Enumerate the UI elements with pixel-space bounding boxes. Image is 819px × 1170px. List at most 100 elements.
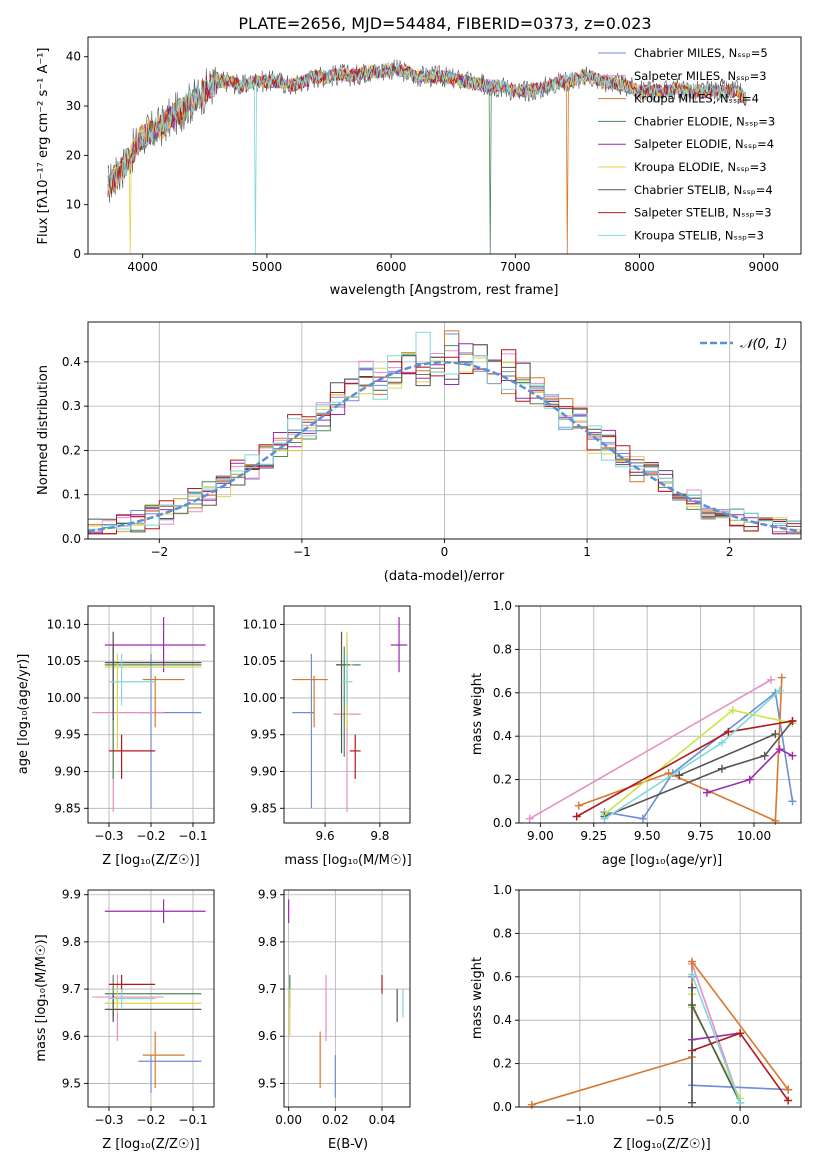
legend-label: Kroupa STELIB, Nₛₛₚ=3 <box>634 228 764 242</box>
residuals-axes: −2 −1 0 1 2 0.0 0.1 0.2 0.3 0.4 <box>62 321 802 559</box>
marks <box>288 899 404 1098</box>
weight-marker <box>675 771 684 780</box>
y-tick-label: 9.7 <box>62 982 81 996</box>
y-tick-label: 9.85 <box>54 801 81 815</box>
y-tick-label: 10.10 <box>47 617 81 631</box>
age-z-xlabel: Z [log₁₀(Z/Z☉)] <box>102 853 199 868</box>
spectrum-line <box>107 62 747 255</box>
x-tick-label: −0.5 <box>645 1113 674 1127</box>
x-tick-label: 0.04 <box>369 1113 396 1127</box>
weight-marker <box>745 775 754 784</box>
y-tick-label: 10.10 <box>243 617 277 631</box>
y-tick-label: 0.2 <box>493 773 512 787</box>
y-tick-label: 9.95 <box>250 728 277 742</box>
x-tick-label: 7000 <box>500 260 531 274</box>
y-tick-label: 20 <box>66 148 81 162</box>
x-tick-label: 10.00 <box>737 829 771 843</box>
x-tick-label: 9.8 <box>370 829 389 843</box>
weight-line <box>604 720 794 818</box>
x-tick-label: 0.02 <box>322 1113 349 1127</box>
y-tick-label: 9.95 <box>54 728 81 742</box>
legend-label: Salpeter ELODIE, Nₛₛₚ=4 <box>634 137 774 151</box>
y-tick-label: 0.4 <box>62 355 81 369</box>
weight-line <box>691 974 741 1103</box>
spectrum-line <box>107 62 747 255</box>
weight-marker <box>688 983 697 992</box>
y-tick-label: 9.6 <box>258 1029 277 1043</box>
x-tick-label: 9.50 <box>634 829 661 843</box>
y-tick-label: 0.2 <box>62 443 81 457</box>
x-tick-label: −0.2 <box>136 1113 165 1127</box>
x-tick-label: −0.1 <box>178 829 207 843</box>
weight-line <box>578 677 783 823</box>
weight-marker <box>717 738 726 747</box>
x-tick-label: −0.2 <box>136 829 165 843</box>
weight-marker <box>760 751 769 760</box>
weight-marker <box>572 812 581 821</box>
x-tick-label: 9.6 <box>316 829 335 843</box>
mass-ebv-xlabel: E(B-V) <box>328 1137 368 1152</box>
spectrum-xlabel: wavelength [Angstrom, rest frame] <box>330 283 559 298</box>
x-tick-label: 9.00 <box>527 829 554 843</box>
y-tick-label: 0.2 <box>493 1057 512 1071</box>
residuals-ylabel: Normed distribution <box>36 365 51 495</box>
y-tick-label: 9.5 <box>62 1076 81 1090</box>
y-tick-label: 10.05 <box>243 654 277 668</box>
residuals-gaussian <box>87 361 802 533</box>
y-tick-label: 9.6 <box>62 1029 81 1043</box>
mass-vs-z-panel: −0.3 −0.2 −0.1 9.5 9.6 9.7 9.8 9.9 <box>62 888 215 1127</box>
y-tick-label: 9.7 <box>258 982 277 996</box>
x-tick-label: 0 <box>441 545 449 559</box>
legend-label: Kroupa MILES, Nₛₛₚ=4 <box>634 92 759 106</box>
plot-frame <box>87 36 802 255</box>
weight-line <box>691 1004 741 1104</box>
weight-marker <box>784 1096 793 1105</box>
grid <box>284 890 410 1107</box>
x-tick-label: −0.1 <box>178 1113 207 1127</box>
y-tick-label: 0.8 <box>493 642 512 656</box>
weight-marker <box>775 745 784 754</box>
legend-label: Chabrier STELIB, Nₛₛₚ=4 <box>634 183 773 197</box>
x-tick-label: −1.0 <box>565 1113 594 1127</box>
age-z-ylabel: age [log₁₀(age/yr)] <box>16 654 31 775</box>
x-tick-label: 6000 <box>376 260 407 274</box>
legend-label: Kroupa ELODIE, Nₛₛₚ=3 <box>634 160 767 174</box>
mass-vs-ebv-panel: 0.00 0.02 0.04 9.5 9.6 9.7 9.8 9.9 <box>258 888 411 1127</box>
plot-frame <box>283 889 411 1108</box>
y-tick-label: 30 <box>66 99 81 113</box>
weight-z-ylabel: mass weight <box>470 957 485 1039</box>
x-tick-label: 0.0 <box>731 1113 750 1127</box>
grid <box>519 605 801 824</box>
weight-line <box>678 733 776 777</box>
weight-marker <box>717 764 726 773</box>
small-panels: −0.3 −0.2 −0.19.859.909.9510.0010.0510.109… <box>47 599 802 1127</box>
weight-marker <box>688 1098 697 1107</box>
weight-vs-age-panel: 9.00 9.25 9.50 9.75 10.00 0.0 0.2 0.4 0.6 0.8 1.0 <box>493 599 802 843</box>
y-tick-label: 0.0 <box>62 532 81 546</box>
y-tick-label: 0.0 <box>493 1100 512 1114</box>
weight-marker <box>688 957 697 966</box>
x-tick-label: −0.3 <box>94 829 123 843</box>
spectrum-legend: Chabrier MILES, Nₛₛₚ=5 Salpeter MILES, Nₛ… <box>598 46 775 242</box>
marks <box>292 617 408 812</box>
y-tick-label: 9.85 <box>250 801 277 815</box>
age-vs-z-panel: −0.3 −0.2 −0.1 9.85 9.90 9.95 10.00 10.05 10.10 <box>47 605 215 843</box>
y-tick-label: 0.6 <box>493 686 512 700</box>
mass-z-ylabel: mass [log₁₀(M/M☉)] <box>34 934 49 1061</box>
weight-marker <box>527 1100 536 1109</box>
age-vs-mass-panel: 9.6 9.8 9.85 9.90 9.95 10.00 10.05 10.10 <box>243 605 411 843</box>
y-tick-label: 10.00 <box>47 691 81 705</box>
gaussian-curve <box>87 361 802 533</box>
weight-marker <box>703 788 711 797</box>
y-tick-label: 0.1 <box>62 488 81 502</box>
y-tick-label: 40 <box>66 50 81 64</box>
weight-marker <box>777 673 786 682</box>
x-tick-label: 9000 <box>748 260 779 274</box>
weight-marker <box>788 751 797 760</box>
y-tick-label: 0 <box>73 247 81 261</box>
y-tick-label: 0.3 <box>62 399 81 413</box>
y-tick-label: 9.9 <box>258 888 277 902</box>
x-tick-label: 1 <box>583 545 591 559</box>
spectrum-panel: Chabrier MILES, Nₛₛₚ=5 Salpeter MILES, Nₛ… <box>36 36 802 298</box>
weight-marker <box>574 801 583 810</box>
